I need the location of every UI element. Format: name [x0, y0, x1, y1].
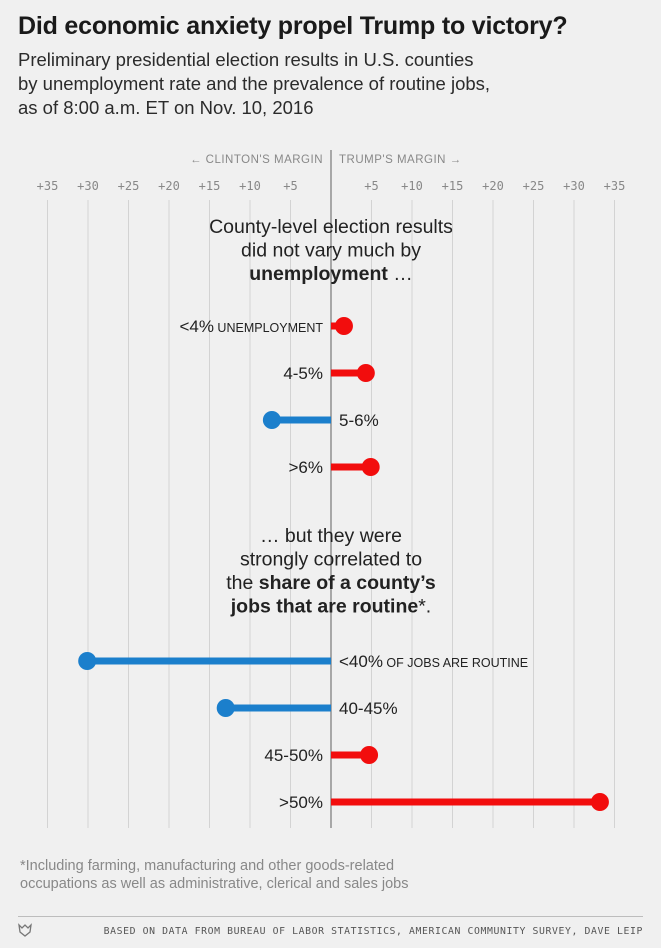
annotation-emphasis: share of a county’s	[259, 572, 436, 594]
annotation-line: jobs that are routine*.	[230, 596, 431, 618]
annotation-emphasis: jobs that are routine	[230, 596, 419, 618]
annotation-text: County-level election results	[209, 216, 453, 238]
row-label: 45-50%	[264, 746, 323, 765]
tick-label: +20	[482, 179, 504, 193]
trump-dot	[361, 458, 380, 476]
annotation-text: did not vary much by	[241, 240, 421, 262]
trump-margin-label: TRUMP'S MARGIN →	[339, 154, 462, 166]
annotation-line: unemployment …	[249, 263, 413, 285]
clinton-margin-label: ← CLINTON'S MARGIN	[190, 154, 323, 166]
clinton-bar	[271, 416, 331, 424]
row-category: >6%	[289, 458, 324, 477]
chart-subtitle: Preliminary presidential election result…	[18, 48, 638, 120]
annotation-line: the share of a county’s	[226, 572, 436, 594]
row-category: <4%	[179, 317, 214, 336]
tick-label: +30	[563, 179, 585, 193]
trump-dot	[590, 793, 609, 811]
subtitle-line: as of 8:00 a.m. ET on Nov. 10, 2016	[18, 97, 314, 118]
row-category: 40-45%	[339, 699, 398, 718]
source-credit: BASED ON DATA FROM BUREAU OF LABOR STATI…	[103, 926, 643, 937]
trump-dot	[356, 364, 375, 382]
annotation-line: County-level election results	[209, 216, 453, 238]
tick-label: +5	[283, 179, 297, 193]
clinton-dot	[78, 652, 97, 670]
subtitle-line: Preliminary presidential election result…	[18, 49, 474, 70]
row-category: 4-5%	[283, 364, 323, 383]
tick-label: +15	[442, 179, 464, 193]
row-label: <4% UNEMPLOYMENT	[179, 317, 323, 336]
trump-dot	[334, 317, 353, 335]
footnote-line: occupations as well as administrative, c…	[20, 876, 409, 892]
row-label: 4-5%	[283, 364, 323, 383]
footnote: *Including farming, manufacturing and ot…	[20, 857, 620, 893]
row-category: <40%	[339, 652, 383, 671]
subtitle-line: by unemployment rate and the prevalence …	[18, 73, 491, 94]
row-label: 5-6%	[339, 411, 379, 430]
dot-bar-chart: ← CLINTON'S MARGIN TRUMP'S MARGIN → +35 +30…	[37, 150, 626, 828]
tick-label: +35	[604, 179, 626, 193]
annotation-line: … but they were	[260, 525, 402, 547]
clinton-dot	[216, 699, 235, 717]
tick-label: +25	[523, 179, 545, 193]
tick-label: +15	[199, 179, 221, 193]
trump-bar	[331, 751, 370, 759]
tick-label: +35	[37, 179, 59, 193]
tick-label: +5	[364, 179, 378, 193]
annotation-text: strongly correlated to	[240, 549, 422, 571]
annotation-text: … but they were	[260, 525, 402, 547]
trump-bar	[331, 798, 600, 806]
tick-label: +10	[239, 179, 261, 193]
annotation-text: the	[226, 572, 259, 594]
row-category-suffix: OF JOBS ARE ROUTINE	[383, 656, 528, 670]
annotation-line: did not vary much by	[241, 240, 421, 262]
clinton-bar	[225, 704, 331, 712]
annotation-emphasis: unemployment	[249, 263, 388, 285]
trump-bar	[331, 369, 366, 377]
trump-bar	[331, 463, 371, 471]
tick-label: +30	[77, 179, 99, 193]
clinton-bar	[87, 657, 331, 665]
annotation-text: *.	[418, 596, 431, 618]
row-label: >6%	[289, 458, 324, 477]
row-category: >50%	[279, 793, 323, 812]
fivethirtyeight-fox-icon	[18, 923, 32, 937]
footnote-line: *Including farming, manufacturing and ot…	[20, 858, 395, 874]
annotation-line: strongly correlated to	[240, 549, 422, 571]
chart-title: Did economic anxiety propel Trump to vic…	[18, 12, 568, 40]
tick-label: +20	[158, 179, 180, 193]
clinton-dot	[262, 411, 281, 429]
row-category: 45-50%	[264, 746, 323, 765]
row-label: >50%	[279, 793, 323, 812]
row-category: 5-6%	[339, 411, 379, 430]
trump-dot	[360, 746, 379, 764]
tick-label: +25	[118, 179, 140, 193]
annotation-text: …	[388, 263, 413, 285]
tick-label: +10	[401, 179, 423, 193]
row-category-suffix: UNEMPLOYMENT	[214, 321, 323, 335]
row-label: 40-45%	[339, 699, 398, 718]
row-label: <40% OF JOBS ARE ROUTINE	[339, 652, 528, 671]
footer-divider	[18, 916, 643, 917]
